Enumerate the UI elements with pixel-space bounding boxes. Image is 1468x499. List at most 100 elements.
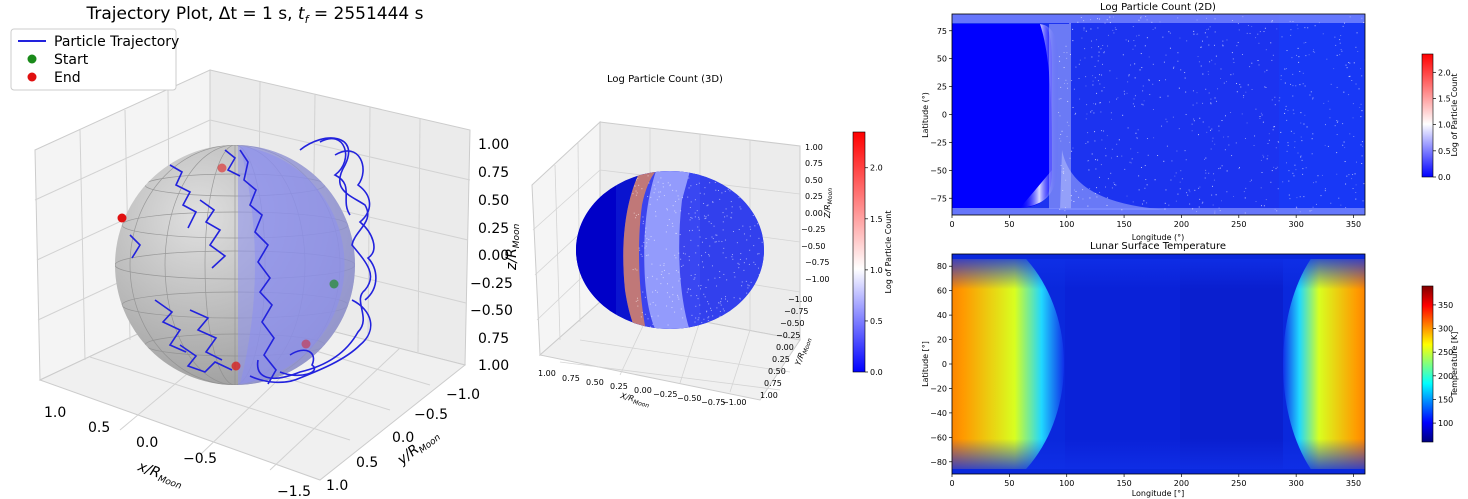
speckle — [1109, 16, 1111, 18]
speckle — [694, 199, 696, 201]
speckle — [690, 201, 692, 203]
speckle — [681, 196, 683, 198]
trajectory-z-axis: 1.00 0.75 0.50 0.25 0.00 −0.25 −0.50 0.7… — [470, 137, 522, 374]
speckle — [1133, 40, 1135, 42]
speckle — [719, 271, 721, 273]
speckle — [1299, 211, 1301, 213]
speckle — [1138, 19, 1140, 21]
speckle — [725, 208, 727, 210]
speckle — [740, 253, 742, 255]
colorbar-tick-label: 150 — [1438, 395, 1453, 404]
speckle — [1214, 31, 1216, 33]
speckle — [1294, 164, 1296, 166]
speckle — [706, 311, 708, 313]
speckle — [1327, 145, 1329, 147]
speckle — [678, 198, 680, 200]
speckle — [1337, 120, 1339, 122]
x-tick-label: 0 — [949, 479, 954, 488]
speckle — [636, 179, 638, 181]
speckle — [1280, 75, 1282, 77]
speckle — [1109, 101, 1111, 103]
speckle — [707, 214, 709, 216]
speckle — [733, 272, 735, 274]
speckle — [1351, 178, 1353, 180]
speckle — [1282, 181, 1284, 183]
speckle — [1254, 135, 1256, 137]
speckle — [1349, 75, 1351, 77]
colorbar-tick-label: 0.5 — [870, 317, 883, 326]
speckle — [1293, 132, 1295, 134]
speckle — [741, 285, 743, 287]
speckle — [1336, 120, 1338, 122]
speckle — [1113, 182, 1115, 184]
speckle — [1305, 167, 1307, 169]
speckle — [1154, 179, 1156, 181]
speckle — [632, 193, 634, 195]
speckle — [1100, 48, 1102, 50]
speckle — [746, 292, 748, 294]
y-tick: 0.50 — [768, 367, 786, 376]
speckle — [743, 233, 745, 235]
speckle — [1078, 196, 1080, 198]
speckle — [1355, 83, 1357, 85]
speckle — [667, 283, 669, 285]
speckle — [708, 221, 710, 223]
speckle — [1058, 111, 1060, 113]
speckle — [672, 225, 674, 227]
speckle — [1273, 166, 1275, 168]
speckle — [1191, 123, 1193, 125]
speckle — [1321, 174, 1323, 176]
speckle — [758, 253, 760, 255]
speckle — [690, 216, 692, 218]
speckle — [641, 312, 643, 314]
speckle — [703, 202, 705, 204]
speckle — [1233, 195, 1235, 197]
speckle — [1345, 183, 1347, 185]
speckle — [1061, 130, 1063, 132]
speckle — [1259, 116, 1261, 118]
speckle — [709, 245, 711, 247]
speckle — [1230, 111, 1232, 113]
speckle — [1209, 26, 1211, 28]
speckle — [1343, 91, 1345, 93]
speckle — [659, 264, 661, 266]
speckle — [656, 291, 658, 293]
speckle — [1101, 130, 1103, 132]
colorbar-tick-label: 350 — [1438, 301, 1453, 310]
speckle — [1130, 64, 1132, 66]
speckle — [1214, 143, 1216, 145]
speckle — [1184, 72, 1186, 74]
speckle — [720, 304, 722, 306]
speckle — [1178, 87, 1180, 89]
speckle — [1270, 42, 1272, 44]
speckle — [1299, 196, 1301, 198]
speckle — [698, 285, 700, 287]
speckle — [1163, 160, 1165, 162]
speckle — [697, 245, 699, 247]
speckle — [1126, 92, 1128, 94]
speckle — [1215, 194, 1217, 196]
speckle — [635, 300, 637, 302]
speckle — [1245, 91, 1247, 93]
speckle — [1292, 73, 1294, 75]
speckle — [652, 301, 654, 303]
speckle — [1271, 59, 1273, 61]
speckle — [711, 236, 713, 238]
z-tick: 0.75 — [478, 165, 509, 181]
speckle — [684, 253, 686, 255]
speckle — [1067, 87, 1069, 89]
speckle — [1184, 150, 1186, 152]
speckle — [724, 216, 726, 218]
speckle — [1202, 121, 1204, 123]
speckle — [1185, 91, 1187, 93]
speckle — [1096, 92, 1098, 94]
speckle — [651, 315, 653, 317]
speckle — [691, 217, 693, 219]
speckle — [1129, 161, 1131, 163]
speckle — [1092, 75, 1094, 77]
colorbar-tick-label: 250 — [1438, 348, 1453, 357]
speckle — [1189, 191, 1191, 193]
speckle — [1172, 67, 1174, 69]
speckle — [1067, 100, 1069, 102]
speckle — [1078, 77, 1080, 79]
